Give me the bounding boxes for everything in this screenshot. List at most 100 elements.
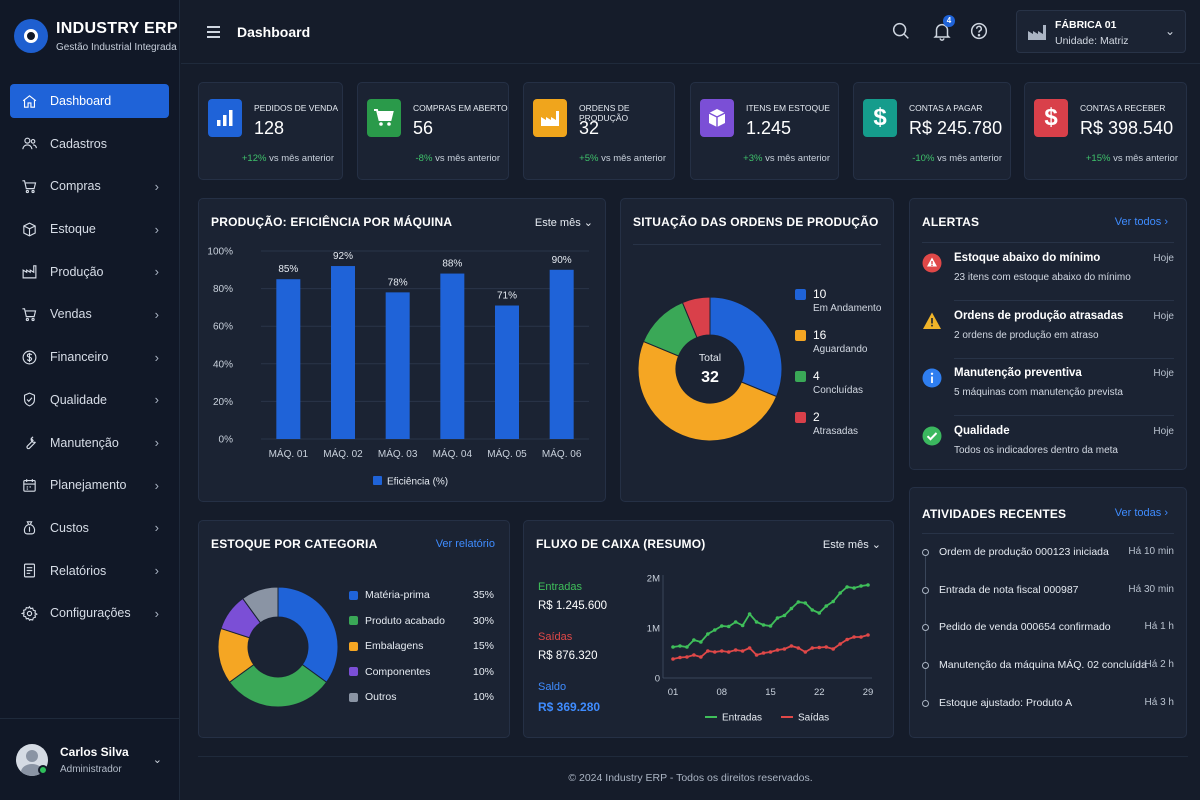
data-point[interactable] (747, 646, 752, 650)
data-point[interactable] (852, 586, 856, 590)
help-icon[interactable] (968, 20, 990, 42)
alert-item[interactable]: Estoque abaixo do mínimo 23 itens com es… (922, 245, 1174, 301)
data-point[interactable] (796, 646, 801, 650)
bar[interactable] (385, 292, 410, 439)
sidebar-item-relatorios[interactable]: Relatórios › (10, 554, 169, 588)
data-point[interactable] (712, 628, 717, 632)
brand[interactable]: INDUSTRY ERP Gestão Industrial Integrada (0, 0, 179, 72)
bar[interactable] (549, 269, 574, 439)
data-point[interactable] (789, 606, 794, 611)
kpi-card[interactable]: ORDENS DE PRODUÇÃO 32 +5% vs mês anterio… (523, 82, 675, 180)
donut-slice[interactable] (242, 586, 279, 624)
user-profile[interactable]: Carlos Silva Administrador ⌄ (0, 718, 180, 800)
data-point[interactable] (761, 623, 766, 627)
data-point[interactable] (740, 623, 745, 628)
sidebar-item-custos[interactable]: Custos › (10, 511, 169, 545)
data-point[interactable] (845, 637, 849, 642)
data-point[interactable] (733, 620, 738, 624)
data-point[interactable] (699, 655, 703, 659)
data-point[interactable] (866, 583, 870, 587)
data-point[interactable] (726, 624, 731, 629)
data-point[interactable] (671, 645, 675, 649)
data-point[interactable] (692, 653, 696, 657)
donut-slice[interactable] (637, 340, 778, 442)
data-point[interactable] (733, 648, 738, 652)
view-all-activities-link[interactable]: Ver todas › (1114, 507, 1168, 519)
sidebar-item-qualidade[interactable]: Qualidade › (10, 383, 169, 417)
data-point[interactable] (824, 604, 829, 608)
data-point[interactable] (789, 644, 794, 648)
bar[interactable] (276, 279, 301, 439)
kpi-card[interactable]: $ CONTAS A PAGAR R$ 245.780 -10% vs mês … (853, 82, 1011, 180)
data-point[interactable] (782, 647, 787, 651)
data-point[interactable] (775, 616, 780, 620)
data-point[interactable] (852, 635, 856, 639)
data-point[interactable] (719, 624, 724, 628)
bar[interactable] (440, 273, 465, 439)
data-point[interactable] (761, 651, 766, 655)
sidebar-item-planejamento[interactable]: Planejamento › (10, 468, 169, 502)
activity-item[interactable]: Pedido de venda 000654 confirmado Há 1 h (922, 619, 1174, 657)
data-point[interactable] (803, 601, 808, 605)
donut-slice[interactable] (228, 663, 328, 708)
sidebar-item-producao[interactable]: Produção › (10, 255, 169, 289)
period-select[interactable]: Este mês ⌄ (534, 217, 593, 229)
alert-item[interactable]: Manutenção preventiva 5 máquinas com man… (922, 360, 1174, 416)
data-point[interactable] (726, 650, 731, 654)
data-point[interactable] (782, 613, 787, 618)
bar[interactable] (331, 266, 355, 439)
data-point[interactable] (831, 599, 835, 604)
data-point[interactable] (803, 650, 808, 654)
data-point[interactable] (678, 655, 682, 660)
bar[interactable] (495, 305, 519, 439)
data-point[interactable] (859, 635, 863, 639)
sidebar-item-compras[interactable]: Compras › (10, 169, 169, 203)
sidebar-item-configuracoes[interactable]: Configurações › (10, 596, 169, 630)
alert-item[interactable]: Ordens de produção atrasadas 2 ordens de… (922, 303, 1174, 359)
menu-icon[interactable] (207, 26, 220, 41)
data-point[interactable] (838, 591, 842, 595)
search-icon[interactable] (890, 20, 912, 42)
data-point[interactable] (671, 657, 675, 661)
data-point[interactable] (692, 638, 696, 642)
kpi-card[interactable]: $ CONTAS A RECEBER R$ 398.540 +15% vs mê… (1024, 82, 1187, 180)
data-point[interactable] (817, 611, 822, 615)
data-point[interactable] (740, 649, 745, 653)
period-select[interactable]: Este mês ⌄ (822, 539, 881, 551)
data-point[interactable] (810, 646, 815, 650)
data-point[interactable] (845, 585, 849, 589)
data-point[interactable] (754, 653, 759, 657)
kpi-card[interactable]: ITENS EM ESTOQUE 1.245 +3% vs mês anteri… (690, 82, 839, 180)
sidebar-item-cadastros[interactable]: Cadastros (10, 127, 169, 161)
data-point[interactable] (706, 649, 710, 653)
activity-item[interactable]: Manutenção da máquina MÁQ. 02 concluída … (922, 657, 1174, 695)
data-point[interactable] (706, 632, 710, 636)
data-point[interactable] (719, 649, 724, 653)
data-point[interactable] (866, 633, 870, 637)
data-point[interactable] (685, 655, 689, 659)
alert-item[interactable]: Qualidade Todos os indicadores dentro da… (922, 418, 1174, 474)
data-point[interactable] (678, 644, 682, 648)
data-point[interactable] (768, 624, 773, 628)
activity-item[interactable]: Entrada de nota fiscal 000987 Há 30 min (922, 582, 1174, 620)
data-point[interactable] (699, 640, 703, 644)
sidebar-item-financeiro[interactable]: Financeiro › (10, 340, 169, 374)
data-point[interactable] (754, 620, 759, 624)
data-point[interactable] (824, 645, 829, 649)
data-point[interactable] (685, 645, 689, 649)
data-point[interactable] (768, 650, 773, 654)
data-point[interactable] (859, 584, 863, 588)
data-point[interactable] (712, 650, 717, 654)
data-point[interactable] (796, 600, 801, 604)
donut-slice[interactable] (681, 296, 711, 339)
activity-item[interactable]: Ordem de produção 000123 iniciada Há 10 … (922, 544, 1174, 582)
activity-item[interactable]: Estoque ajustado: Produto A Há 3 h (922, 695, 1174, 733)
factory-selector[interactable]: FÁBRICA 01 Unidade: Matriz ⌄ (1016, 10, 1186, 53)
data-point[interactable] (817, 645, 822, 650)
bell-icon[interactable]: 4 (931, 15, 955, 42)
data-point[interactable] (775, 648, 780, 652)
data-point[interactable] (747, 612, 752, 616)
sidebar-item-estoque[interactable]: Estoque › (10, 212, 169, 246)
kpi-card[interactable]: COMPRAS EM ABERTO 56 -8% vs mês anterior (357, 82, 509, 180)
donut-slice[interactable] (277, 586, 339, 683)
